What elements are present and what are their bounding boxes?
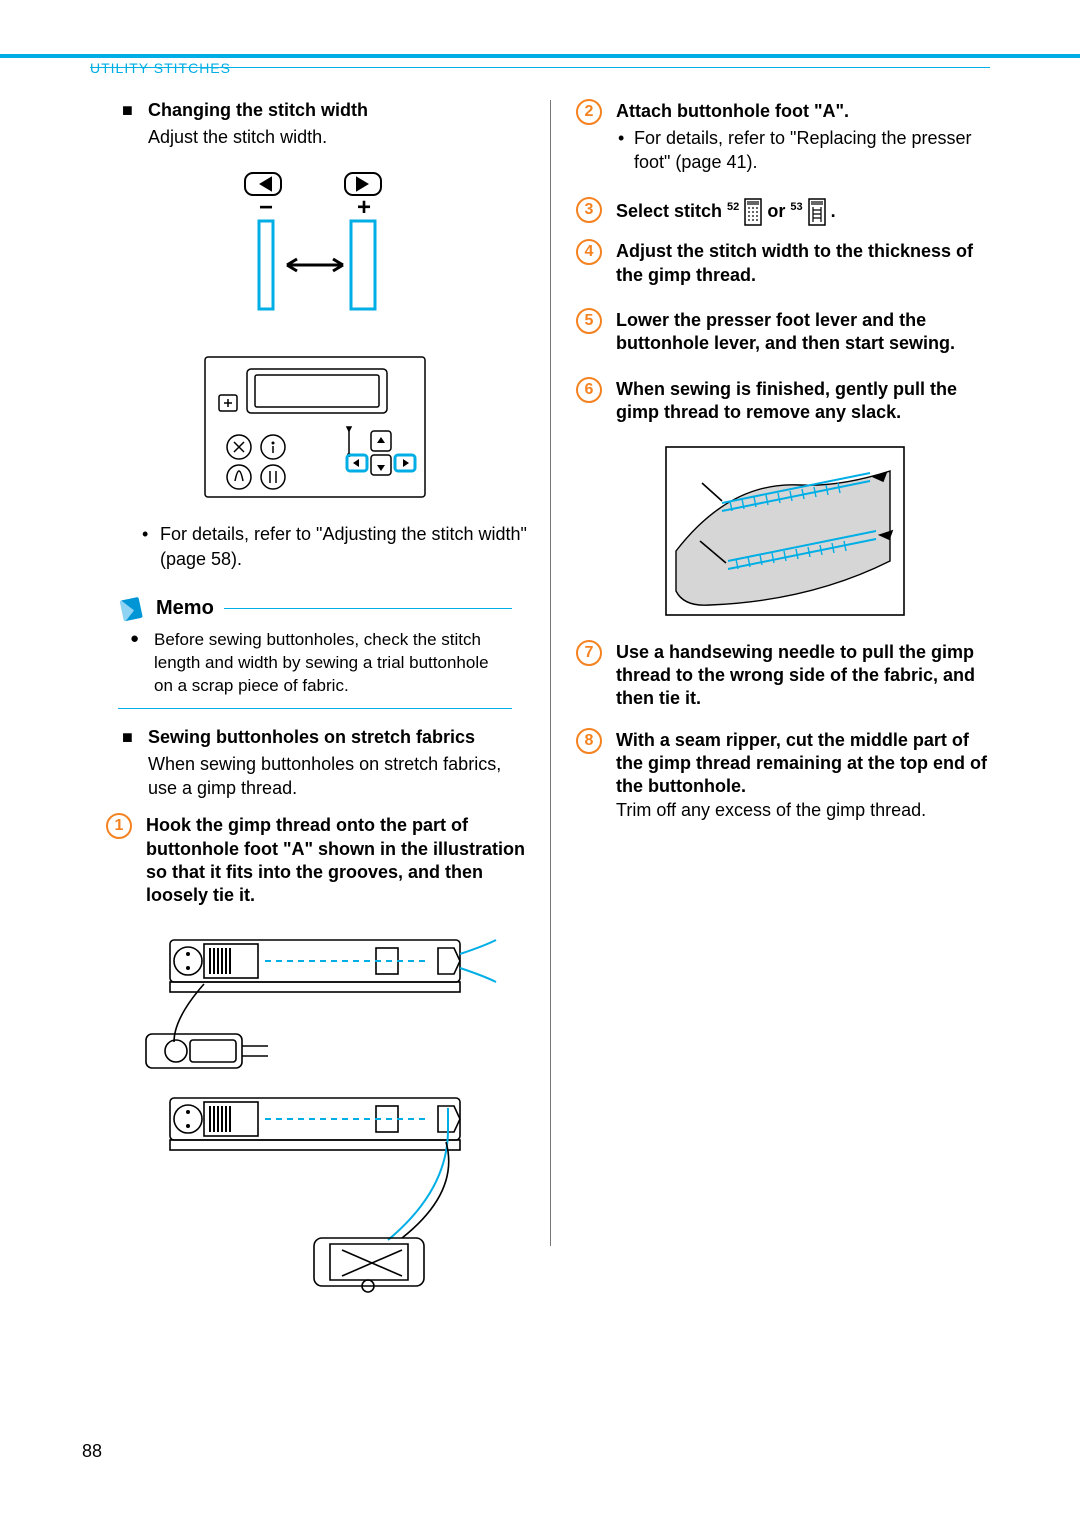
step-6-text: When sewing is finished, gently pull the… bbox=[616, 378, 1000, 425]
step-8-text: With a seam ripper, cut the middle part … bbox=[616, 729, 1000, 799]
memo-end-rule bbox=[118, 708, 512, 709]
step-8-sub: Trim off any excess of the gimp thread. bbox=[616, 799, 1000, 822]
step-1: 1 Hook the gimp thread onto the part of … bbox=[100, 814, 530, 908]
page-number: 88 bbox=[82, 1441, 102, 1462]
stitch-icon-53 bbox=[808, 198, 826, 226]
step-number-icon: 5 bbox=[576, 308, 602, 334]
step-4-text: Adjust the stitch width to the thickness… bbox=[616, 240, 1000, 287]
step-2-detail: For details, refer to "Replacing the pre… bbox=[616, 127, 1000, 174]
step-5-text: Lower the presser foot lever and the but… bbox=[616, 309, 1000, 356]
svg-text:−: − bbox=[259, 194, 273, 221]
step-number-icon: 6 bbox=[576, 377, 602, 403]
figure-buttonhole-foot-top bbox=[130, 924, 500, 1074]
step-number-icon: 7 bbox=[576, 640, 602, 666]
page-columns: Changing the stitch width Adjust the sti… bbox=[100, 100, 1000, 1426]
heading-sub: Adjust the stitch width. bbox=[100, 125, 530, 149]
step-2: 2 Attach buttonhole foot "A". For detail… bbox=[570, 100, 1000, 174]
step-number-icon: 8 bbox=[576, 728, 602, 754]
memo-rule bbox=[224, 608, 512, 609]
step-6: 6 When sewing is finished, gently pull t… bbox=[570, 378, 1000, 425]
memo-icon bbox=[115, 592, 148, 625]
header-sub-rule bbox=[90, 67, 990, 68]
step-5: 5 Lower the presser foot lever and the b… bbox=[570, 309, 1000, 356]
step-7: 7 Use a handsewing needle to pull the gi… bbox=[570, 641, 1000, 711]
heading-changing-width: Changing the stitch width bbox=[100, 100, 530, 121]
figure-buttonhole-foot-bottom bbox=[130, 1090, 500, 1300]
svg-text:+: + bbox=[357, 194, 371, 221]
step-8: 8 With a seam ripper, cut the middle par… bbox=[570, 729, 1000, 823]
memo-block: Memo Before sewing buttonholes, check th… bbox=[100, 595, 530, 709]
figure-pull-gimp bbox=[660, 441, 910, 621]
step-4: 4 Adjust the stitch width to the thickne… bbox=[570, 240, 1000, 287]
figure-stitch-width: − + bbox=[175, 165, 455, 335]
figure-control-panel bbox=[175, 351, 455, 506]
step-3: 3 Select stitch 52 or 53 bbox=[570, 198, 1000, 226]
detail-note-stitch-width: For details, refer to "Adjusting the sti… bbox=[100, 522, 530, 571]
left-column: Changing the stitch width Adjust the sti… bbox=[100, 100, 530, 1300]
memo-title: Memo bbox=[156, 597, 214, 620]
step-3-text: Select stitch 52 or 53 bbox=[616, 198, 1000, 226]
heading-stretch-fabrics: Sewing buttonholes on stretch fabrics bbox=[100, 727, 530, 748]
step-number-icon: 1 bbox=[106, 813, 132, 839]
step-1-text: Hook the gimp thread onto the part of bu… bbox=[146, 814, 530, 908]
stitch-icon-52 bbox=[744, 198, 762, 226]
step-number-icon: 2 bbox=[576, 99, 602, 125]
step-2-text: Attach buttonhole foot "A". bbox=[616, 100, 1000, 123]
column-divider bbox=[550, 100, 551, 1246]
step-number-icon: 4 bbox=[576, 239, 602, 265]
header-rule bbox=[0, 54, 1080, 58]
right-column: 2 Attach buttonhole foot "A". For detail… bbox=[570, 100, 1000, 822]
heading-stretch-sub: When sewing buttonholes on stretch fabri… bbox=[100, 752, 530, 801]
step-number-icon: 3 bbox=[576, 197, 602, 223]
section-label: UTILITY STITCHES bbox=[90, 60, 231, 76]
memo-body: Before sewing buttonholes, check the sti… bbox=[118, 623, 512, 708]
step-7-text: Use a handsewing needle to pull the gimp… bbox=[616, 641, 1000, 711]
